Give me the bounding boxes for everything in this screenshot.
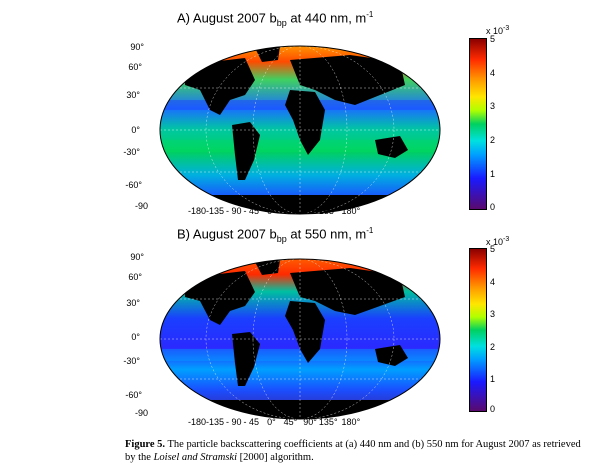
lon-label: 45° xyxy=(283,206,298,216)
colorbar-a-tick: 4 xyxy=(490,68,496,78)
lat-label-0: 0° xyxy=(131,125,140,135)
lon-label: 135° xyxy=(318,417,338,427)
lon-label: 45° xyxy=(283,417,298,427)
lon-label: -135 xyxy=(206,417,225,427)
lat-label-minus60: -60° xyxy=(125,390,142,400)
lat-label-60: 60° xyxy=(128,62,142,72)
colorbar-a-tick: 3 xyxy=(490,101,496,111)
lon-label: 180° xyxy=(341,206,361,216)
map-panel-b xyxy=(159,258,441,420)
lon-label: - 90 xyxy=(226,206,242,216)
lon-label: 90° xyxy=(303,417,317,427)
colorbar-b-tick: 0 xyxy=(490,404,496,414)
lon-labels-b: -180-135- 90- 45 0° 45° 90° 135° 180° xyxy=(188,417,360,427)
colorbar-b xyxy=(469,248,487,412)
lon-label: 180° xyxy=(341,417,361,427)
colorbar-a xyxy=(469,38,487,210)
lon-labels-a: -180-135- 90- 45 0° 45° 90° 135° 180° xyxy=(188,206,360,216)
lon-label: - 45 xyxy=(243,417,260,427)
colorbar-b-tick: 2 xyxy=(490,342,496,352)
lon-label: 135° xyxy=(318,206,338,216)
lat-label-minus90: -90 xyxy=(134,408,148,418)
figure-caption: Figure 5. The particle backscattering co… xyxy=(125,439,581,463)
lon-label: -180 xyxy=(188,206,207,216)
colorbar-a-tick: 1 xyxy=(490,169,496,179)
panel-a-title: A) August 2007 bbp at 440 nm, m-1 xyxy=(177,10,374,28)
colorbar-b-tick: 1 xyxy=(490,374,496,384)
colorbar-a-exponent: x 10-3 xyxy=(486,25,510,36)
lon-label: 0° xyxy=(267,206,276,216)
colorbar-b-tick: 3 xyxy=(490,309,496,319)
lat-label-90: 90° xyxy=(130,42,144,52)
colorbar-a-tick: 0 xyxy=(490,202,496,212)
lon-label: -180 xyxy=(188,417,207,427)
lat-label-90: 90° xyxy=(130,252,144,262)
lon-label: - 45 xyxy=(243,206,260,216)
lat-label-minus30: -30° xyxy=(123,147,140,157)
lat-label-60: 60° xyxy=(128,272,142,282)
panel-b-title: B) August 2007 bbp at 550 nm, m-1 xyxy=(177,226,374,244)
lon-label: 90° xyxy=(303,206,317,216)
lon-label: -135 xyxy=(206,206,225,216)
lat-label-minus30: -30° xyxy=(123,356,140,366)
figure-label: Figure 5. xyxy=(125,439,166,450)
lon-label: - 90 xyxy=(226,417,242,427)
lat-label-minus60: -60° xyxy=(125,180,142,190)
colorbar-b-exponent: x 10-3 xyxy=(486,236,510,247)
lat-label-0: 0° xyxy=(131,332,140,342)
lon-label: 0° xyxy=(267,417,276,427)
lat-label-minus90: -90 xyxy=(134,201,148,211)
lat-label-30: 30° xyxy=(126,298,140,308)
map-panel-a xyxy=(159,45,441,215)
colorbar-b-tick: 4 xyxy=(490,277,496,287)
lat-label-30: 30° xyxy=(126,90,140,100)
colorbar-b-tick: 5 xyxy=(490,244,496,254)
colorbar-a-tick: 5 xyxy=(490,34,496,44)
colorbar-a-tick: 2 xyxy=(490,135,496,145)
